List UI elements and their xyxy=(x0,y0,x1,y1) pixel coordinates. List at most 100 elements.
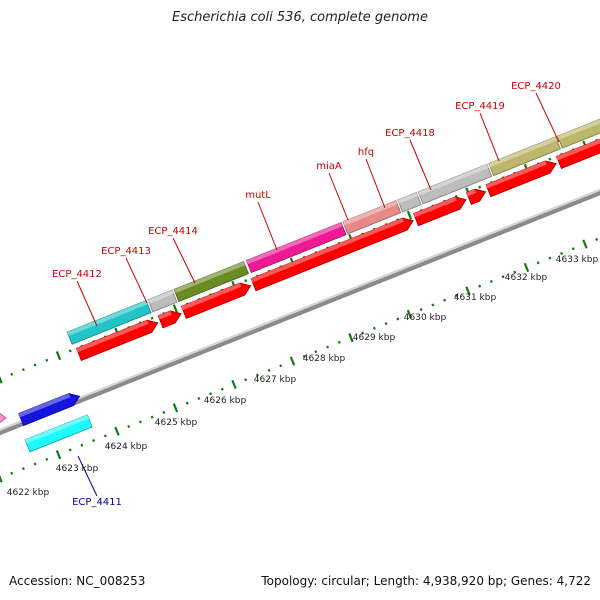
gene-labels: ECP_4412 ECP_4413 ECP_4414 mutL miaA hfq ECP_4… xyxy=(52,81,561,508)
cog-miaa-highlight xyxy=(343,200,398,226)
outer-minor-tick xyxy=(244,279,248,283)
backbone-highlight xyxy=(0,188,600,431)
pink-gene-fragment xyxy=(0,412,7,424)
cog-mutl-highlight xyxy=(246,222,343,265)
gene-label: ECP_4420 xyxy=(511,81,561,92)
inner-major-tick xyxy=(406,309,413,319)
genome-backbone xyxy=(0,188,600,436)
red-gene-mutl-highlight xyxy=(251,218,404,283)
inner-minor-tick xyxy=(314,350,318,354)
gene-label: ECP_4418 xyxy=(385,128,435,139)
leader-5 xyxy=(365,158,386,209)
outer-minor-tick xyxy=(68,349,72,353)
outer-major-tick xyxy=(55,351,62,361)
leader-6 xyxy=(409,139,432,191)
cyan-gene-ecp4411 xyxy=(24,414,93,453)
outer-minor-tick xyxy=(478,185,482,189)
outer-minor-tick xyxy=(10,372,14,376)
leader-9 xyxy=(77,455,98,497)
inner-major-tick xyxy=(114,426,120,436)
outer-minor-tick xyxy=(33,363,37,367)
cog-ecp4413 xyxy=(147,289,178,313)
inner-minor-tick xyxy=(127,425,131,429)
inner-major-tick xyxy=(172,403,179,413)
leader-3 xyxy=(257,201,278,251)
inner-minor-tick xyxy=(337,340,341,344)
inner-major-tick xyxy=(582,239,588,249)
inner-major-tick xyxy=(55,450,62,460)
ruler-label: 4628 kbp xyxy=(303,354,346,364)
accession-text: Accession: NC_008253 xyxy=(9,574,146,588)
blue-gene-ecp4411-highlight xyxy=(18,393,71,418)
inner-minor-tick xyxy=(454,294,458,298)
inner-minor-tick xyxy=(536,261,540,265)
inner-minor-tick xyxy=(10,471,14,475)
outer-minor-tick xyxy=(150,316,154,320)
gene-label: ECP_4413 xyxy=(101,246,151,257)
cog-hfq-highlight xyxy=(397,192,418,204)
inner-minor-tick xyxy=(384,322,388,326)
inner-minor-tick xyxy=(185,401,189,405)
outer-major-tick xyxy=(406,210,413,220)
gene-label: ECP_4411 xyxy=(72,497,122,508)
inner-minor-tick xyxy=(80,443,84,447)
ruler-label: 4622 kbp xyxy=(7,488,50,498)
ruler-label: 4623 kbp xyxy=(56,464,99,474)
outer-major-tick xyxy=(0,376,3,384)
red-gene-ecp4413-highlight xyxy=(158,310,172,320)
inner-minor-tick xyxy=(443,298,447,302)
inner-minor-tick xyxy=(220,387,224,391)
cog-ecp4419 xyxy=(488,136,561,177)
inner-minor-tick xyxy=(209,392,213,396)
label-leader-lines xyxy=(76,92,560,497)
cog-hfq xyxy=(397,191,422,213)
inner-minor-tick xyxy=(267,368,271,372)
red-gene-ecp4418 xyxy=(485,160,557,198)
inner-minor-tick xyxy=(197,396,201,400)
ruler-label: 4625 kbp xyxy=(155,418,198,428)
outer-minor-tick xyxy=(548,157,552,161)
red-gene-mutl xyxy=(250,217,414,292)
inner-minor-tick xyxy=(68,448,72,452)
gene-label: miaA xyxy=(316,161,342,172)
red-gene-ecp4418-highlight xyxy=(486,160,547,189)
inner-minor-tick xyxy=(595,237,599,241)
ruler-label: 4626 kbp xyxy=(204,396,247,406)
inner-minor-tick xyxy=(138,420,142,424)
blue-gene-ecp4411 xyxy=(18,393,81,427)
inner-minor-tick xyxy=(548,256,552,260)
red-gene-ecp4414-highlight xyxy=(181,283,242,311)
leader-2 xyxy=(172,237,196,284)
inner-major-tick xyxy=(0,475,3,483)
ruler-label: 4627 kbp xyxy=(254,375,297,385)
inner-minor-tick xyxy=(501,275,505,279)
inner-major-tick xyxy=(289,356,296,366)
inner-minor-tick xyxy=(244,378,248,382)
outer-minor-tick xyxy=(21,368,25,372)
inner-minor-tick xyxy=(21,467,25,471)
ruler-label: 4631 kbp xyxy=(454,293,497,303)
inner-major-tick xyxy=(231,379,237,390)
cog-ecp4419-highlight xyxy=(488,136,558,168)
ruler-label: 4630 kbp xyxy=(404,313,447,323)
red-gene-miaa-highlight xyxy=(413,196,457,218)
inner-minor-tick xyxy=(571,247,575,251)
outer-minor-tick xyxy=(45,358,49,362)
red-gene-hfq-highlight xyxy=(466,189,477,197)
leader-4 xyxy=(328,172,349,221)
inner-minor-tick xyxy=(396,317,400,321)
inner-minor-tick xyxy=(560,251,564,255)
leader-7 xyxy=(479,112,500,162)
inner-minor-tick xyxy=(162,410,166,415)
gene-label: ECP_4412 xyxy=(52,269,102,280)
red-gene-miaa xyxy=(413,196,467,227)
leader-1 xyxy=(125,257,148,304)
inner-minor-tick xyxy=(431,303,435,307)
leader-8 xyxy=(535,92,560,143)
inner-minor-tick xyxy=(478,284,482,288)
cog-ecp4412-highlight xyxy=(67,300,148,336)
outer-major-tick xyxy=(172,304,179,314)
gene-label: ECP_4419 xyxy=(455,101,505,112)
inner-minor-tick xyxy=(92,439,96,443)
